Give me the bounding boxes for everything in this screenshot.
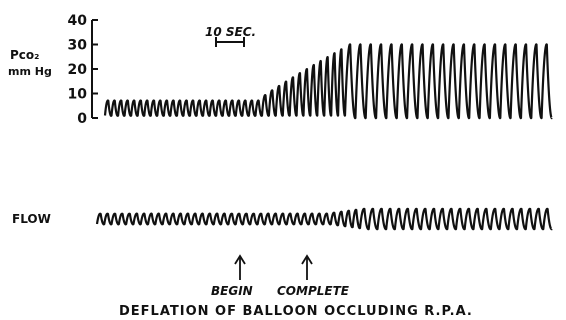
pco2-unit-label: mm Hg xyxy=(8,65,52,78)
y-tick-label-20: 20 xyxy=(68,62,88,78)
y-tick-label-10: 10 xyxy=(68,87,88,103)
pco2-trace xyxy=(103,43,554,120)
y-tick-label-40: 40 xyxy=(68,13,88,29)
begin-arrow xyxy=(234,254,246,280)
begin-label: BEGIN xyxy=(211,284,253,298)
complete-label: COMPLETE xyxy=(277,284,350,298)
scale-bar-label: 10 SEC. xyxy=(205,25,256,39)
figure-caption: DEFLATION OF BALLOON OCCLUDING R.P.A. xyxy=(119,304,473,319)
pco2-label: Pco₂ xyxy=(10,48,39,62)
flow-trace xyxy=(95,207,553,231)
y-tick-label-30: 30 xyxy=(68,38,88,54)
complete-arrow xyxy=(301,254,313,280)
y-tick-label-0: 0 xyxy=(77,111,87,127)
flow-label: FLOW xyxy=(12,212,51,226)
pco2-y-tick-labels: 0 10 20 30 40 xyxy=(68,13,88,127)
scale-bar xyxy=(215,37,245,47)
pco2-y-axis xyxy=(91,19,98,119)
